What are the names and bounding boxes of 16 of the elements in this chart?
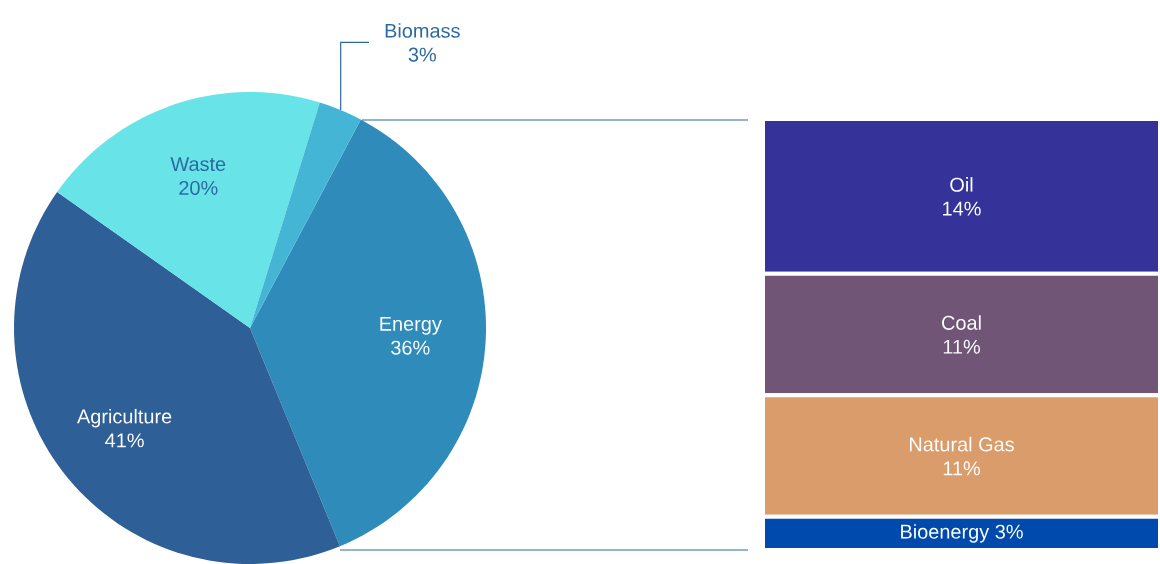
series-label: Natural Gas	[910, 436, 1014, 452]
data-label: 11%	[943, 339, 980, 354]
data-label: 11%	[943, 461, 980, 476]
data-label: 20%	[179, 180, 218, 195]
slice-label: Energy	[380, 316, 442, 335]
slice-label: Waste	[170, 157, 226, 172]
series-label: Coal	[942, 315, 981, 330]
slice-label: Biomass	[385, 23, 460, 38]
data-label: 41%	[105, 433, 144, 448]
slice-label: Agriculture	[76, 408, 172, 428]
data-label: 14%	[943, 201, 981, 216]
data-label: 3%	[408, 47, 436, 62]
data-label: 3%	[995, 524, 1023, 539]
series-label: Oil	[950, 177, 973, 192]
series-label: Bioenergy	[901, 524, 990, 543]
data-label: 36%	[391, 340, 430, 355]
